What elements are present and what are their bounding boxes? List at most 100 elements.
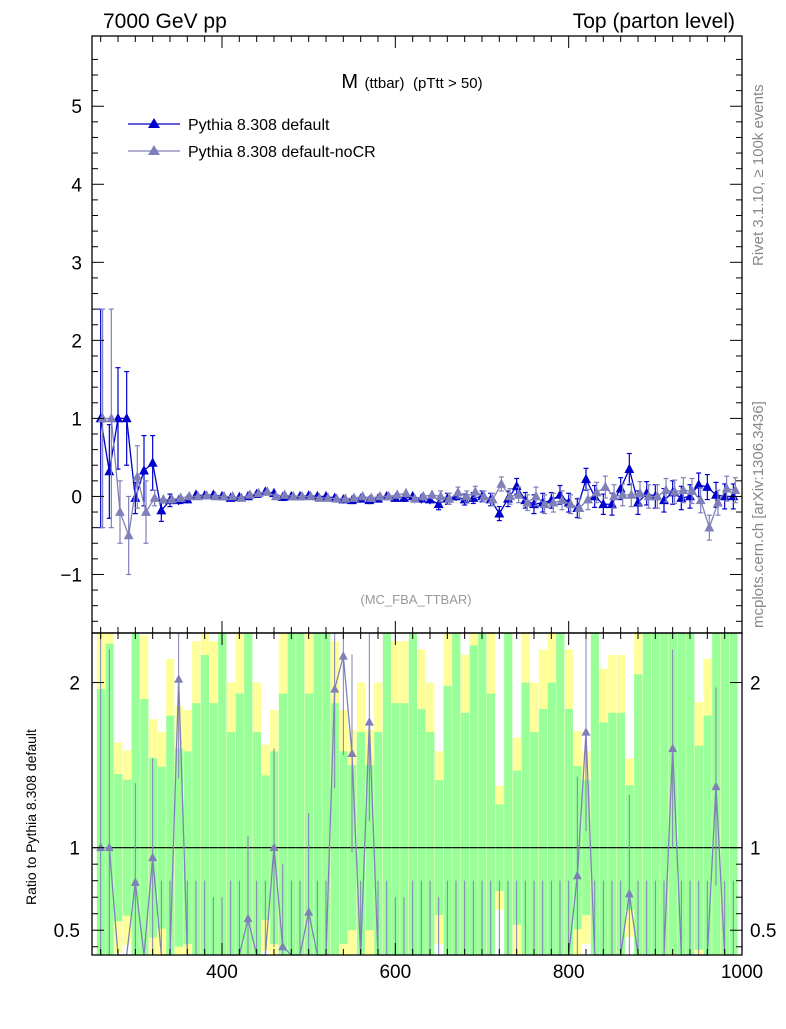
point-nocr [539,498,550,509]
plot-title: M (ttbar) (pTtt > 50) [341,71,482,93]
ratio-band-green [729,633,738,955]
ratio-y-axis-label: Ratio to Pythia 8.308 default [23,729,39,905]
main-y-tick-label: 1 [71,409,82,430]
point-nocr [574,502,585,512]
ratio-point-nocr [278,941,288,951]
ratio-band-green [616,712,625,955]
point-default [511,480,522,491]
ratio-point-nocr [148,852,158,862]
point-nocr [227,490,238,501]
point-nocr [210,490,221,501]
point-nocr [193,490,203,501]
ratio-band-green [140,699,149,955]
main-y-tick-label: 4 [71,175,82,196]
ratio-point-nocr [572,870,582,880]
point-nocr [253,487,264,498]
point-nocr [704,522,715,532]
point-nocr [418,490,429,501]
ratio-y-tick-label-right: 2 [750,674,761,695]
legend: Pythia 8.308 default Pythia 8.308 defaul… [128,117,376,161]
ratio-band-green [200,655,209,955]
point-nocr [175,492,186,502]
point-default [156,504,167,515]
point-default [624,463,635,473]
point-nocr [479,490,489,501]
point-nocr [721,483,732,493]
point-nocr [201,490,212,500]
ratio-band-green [218,633,227,955]
ratio-band-green [322,633,331,955]
series-line-nocr [102,417,736,536]
point-nocr [184,490,195,501]
ratio-band-green [417,708,426,955]
legend-entry-nocr: Pythia 8.308 default-noCR [128,144,376,161]
point-nocr [141,506,151,516]
point-nocr [635,487,645,498]
ratio-band-green [538,708,547,955]
point-nocr [288,490,299,501]
ratio-band-green [504,633,513,955]
x-tick-label: 600 [379,962,411,983]
point-nocr [609,490,619,501]
ratio-y-tick-label: 2 [69,674,80,695]
ratio-frame [91,632,743,956]
ratio-band-green [686,633,695,955]
point-nocr [297,490,307,501]
point-nocr [557,494,567,505]
point-nocr [219,490,229,501]
point-nocr [383,490,394,501]
point-nocr [713,497,723,507]
main-y-tick-label: 0 [71,487,82,508]
ratio-band-green [296,633,305,955]
point-nocr [331,493,342,503]
ratio-band-green [400,703,409,955]
point-nocr [409,493,420,503]
point-nocr [643,490,654,501]
point-nocr [262,486,273,496]
point-default [693,479,704,489]
point-nocr [531,490,541,501]
header-left: 7000 GeV pp [103,10,227,33]
ratio-band-green [244,633,253,955]
point-nocr [401,487,411,498]
ratio-point-nocr [581,727,591,736]
axes: 400 600 800 1000 −1 0 1 2 3 4 5 0.5 0.5 1 1 2 2 [54,35,776,983]
point-default [581,473,591,484]
point-nocr [115,506,125,516]
legend-marker-default [148,118,160,128]
ratio-band-green [521,682,530,955]
point-default [494,508,505,518]
point-nocr [600,481,611,491]
point-default [433,498,444,509]
x-tick-label: 1000 [721,962,763,983]
ratio-band-green [356,732,365,955]
ratio-band-green [166,715,175,955]
point-nocr [617,489,628,499]
point-nocr [97,412,108,423]
ratio-band-green [720,633,729,955]
point-nocr [357,490,368,501]
ratio-band-green [460,712,469,955]
point-nocr [678,484,689,495]
ratio-band-green [278,693,287,955]
point-default [399,492,409,502]
ratio-band-green [590,633,599,955]
legend-label-default: Pythia 8.308 default [188,117,330,134]
point-nocr [470,486,481,496]
point-nocr [487,494,498,504]
main-series [95,308,741,576]
ratio-band-green [374,732,383,955]
point-nocr [730,484,741,495]
x-tick-label: 400 [206,962,238,983]
plot-title-sub: (ttbar) [365,75,405,92]
point-nocr [591,487,602,497]
point-nocr [158,494,169,504]
point-nocr [496,478,507,488]
point-default [425,494,435,504]
point-nocr [349,492,359,502]
ratio-point-nocr [269,842,279,852]
ratio-y-tick-label-right: 1 [750,839,761,860]
ratio-band-green [426,732,435,955]
point-nocr [435,490,446,501]
ratio-band-green [408,633,417,955]
